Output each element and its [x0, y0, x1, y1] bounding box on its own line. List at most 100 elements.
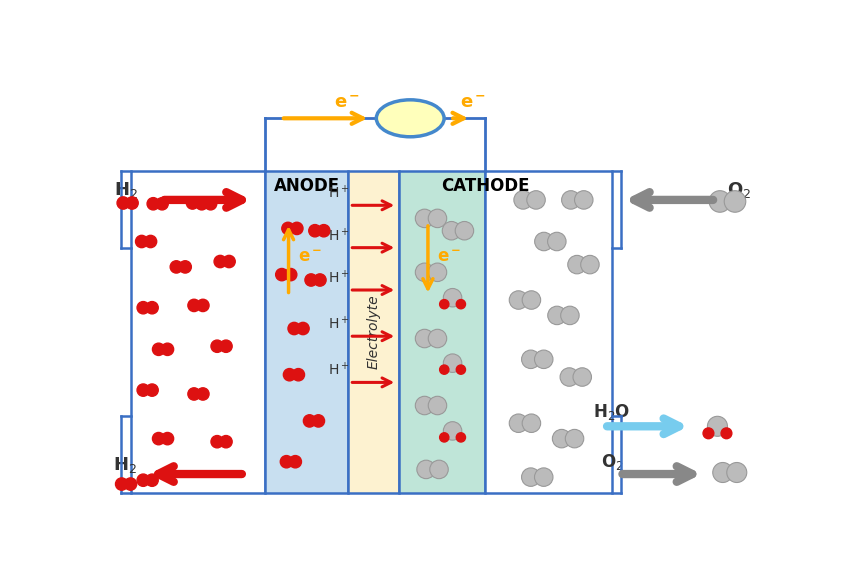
Circle shape	[211, 436, 224, 448]
Circle shape	[116, 478, 127, 490]
Circle shape	[455, 222, 473, 240]
Circle shape	[214, 255, 226, 268]
Circle shape	[303, 415, 316, 427]
Circle shape	[292, 369, 305, 381]
Text: Electrolyte: Electrolyte	[366, 294, 381, 369]
Circle shape	[117, 197, 129, 209]
Circle shape	[443, 354, 462, 372]
Text: H$^+$: H$^+$	[327, 315, 349, 333]
Circle shape	[156, 198, 168, 210]
Circle shape	[280, 456, 293, 468]
Circle shape	[527, 191, 545, 209]
Circle shape	[144, 235, 157, 248]
Circle shape	[197, 388, 209, 400]
Bar	[131, 171, 266, 493]
Circle shape	[575, 191, 593, 209]
Circle shape	[522, 350, 540, 369]
Circle shape	[428, 263, 446, 282]
Circle shape	[187, 197, 198, 209]
Circle shape	[514, 191, 533, 209]
Text: CATHODE: CATHODE	[441, 177, 529, 195]
Circle shape	[147, 198, 160, 210]
Circle shape	[415, 396, 434, 415]
Text: H$^+$: H$^+$	[327, 185, 349, 202]
Circle shape	[146, 474, 158, 486]
Circle shape	[548, 306, 566, 325]
Circle shape	[712, 463, 733, 483]
Circle shape	[219, 436, 232, 448]
Circle shape	[136, 235, 148, 248]
Circle shape	[161, 343, 174, 356]
Circle shape	[581, 255, 599, 274]
Circle shape	[443, 422, 462, 440]
Circle shape	[204, 198, 217, 210]
Circle shape	[317, 225, 330, 237]
Circle shape	[522, 414, 541, 432]
Circle shape	[443, 289, 462, 307]
Circle shape	[276, 269, 288, 281]
Circle shape	[211, 340, 224, 352]
Circle shape	[170, 260, 182, 273]
Circle shape	[534, 232, 553, 250]
Text: ANODE: ANODE	[273, 177, 340, 195]
Circle shape	[146, 384, 158, 396]
Text: O$_2$: O$_2$	[601, 452, 623, 472]
Ellipse shape	[376, 100, 444, 137]
Circle shape	[161, 432, 174, 445]
Circle shape	[137, 384, 149, 396]
Circle shape	[430, 460, 448, 479]
Text: H$_2$O: H$_2$O	[593, 402, 630, 422]
Circle shape	[284, 369, 295, 381]
Circle shape	[709, 191, 731, 212]
Circle shape	[560, 306, 579, 325]
Circle shape	[440, 299, 449, 309]
Circle shape	[179, 260, 192, 273]
Circle shape	[309, 225, 321, 237]
Circle shape	[428, 396, 446, 415]
Circle shape	[417, 460, 436, 479]
Text: H$^+$: H$^+$	[327, 227, 349, 244]
Circle shape	[196, 198, 208, 210]
Circle shape	[288, 322, 300, 335]
Circle shape	[305, 274, 317, 286]
Circle shape	[703, 428, 714, 439]
Text: H$_2$: H$_2$	[114, 180, 138, 200]
Circle shape	[442, 222, 461, 240]
Circle shape	[314, 274, 326, 286]
Text: H$^+$: H$^+$	[327, 269, 349, 286]
Circle shape	[522, 468, 540, 486]
Circle shape	[522, 291, 541, 309]
Circle shape	[707, 416, 728, 436]
Circle shape	[724, 191, 746, 212]
Text: $\mathbf{e^-}$: $\mathbf{e^-}$	[334, 94, 360, 112]
Circle shape	[415, 263, 434, 282]
Circle shape	[153, 432, 165, 445]
Circle shape	[428, 209, 446, 228]
Circle shape	[126, 197, 138, 209]
Circle shape	[197, 299, 209, 312]
Circle shape	[195, 197, 208, 209]
Circle shape	[188, 388, 200, 400]
Circle shape	[137, 474, 149, 486]
Circle shape	[440, 365, 449, 374]
Text: O$_2$: O$_2$	[727, 180, 751, 200]
Text: $\mathbf{e^-}$: $\mathbf{e^-}$	[436, 248, 461, 266]
Circle shape	[415, 329, 434, 348]
Circle shape	[282, 222, 295, 235]
Circle shape	[284, 269, 297, 281]
Circle shape	[721, 428, 732, 439]
Circle shape	[297, 322, 309, 335]
Bar	[485, 171, 612, 493]
Circle shape	[565, 429, 584, 448]
Circle shape	[290, 222, 303, 235]
Text: H$_2$: H$_2$	[112, 455, 137, 475]
Circle shape	[548, 232, 566, 250]
Circle shape	[457, 433, 466, 442]
Circle shape	[223, 255, 235, 268]
Circle shape	[415, 209, 434, 228]
Bar	[398, 171, 485, 493]
Circle shape	[289, 456, 301, 468]
Circle shape	[312, 415, 325, 427]
Circle shape	[457, 299, 466, 309]
Bar	[266, 171, 348, 493]
